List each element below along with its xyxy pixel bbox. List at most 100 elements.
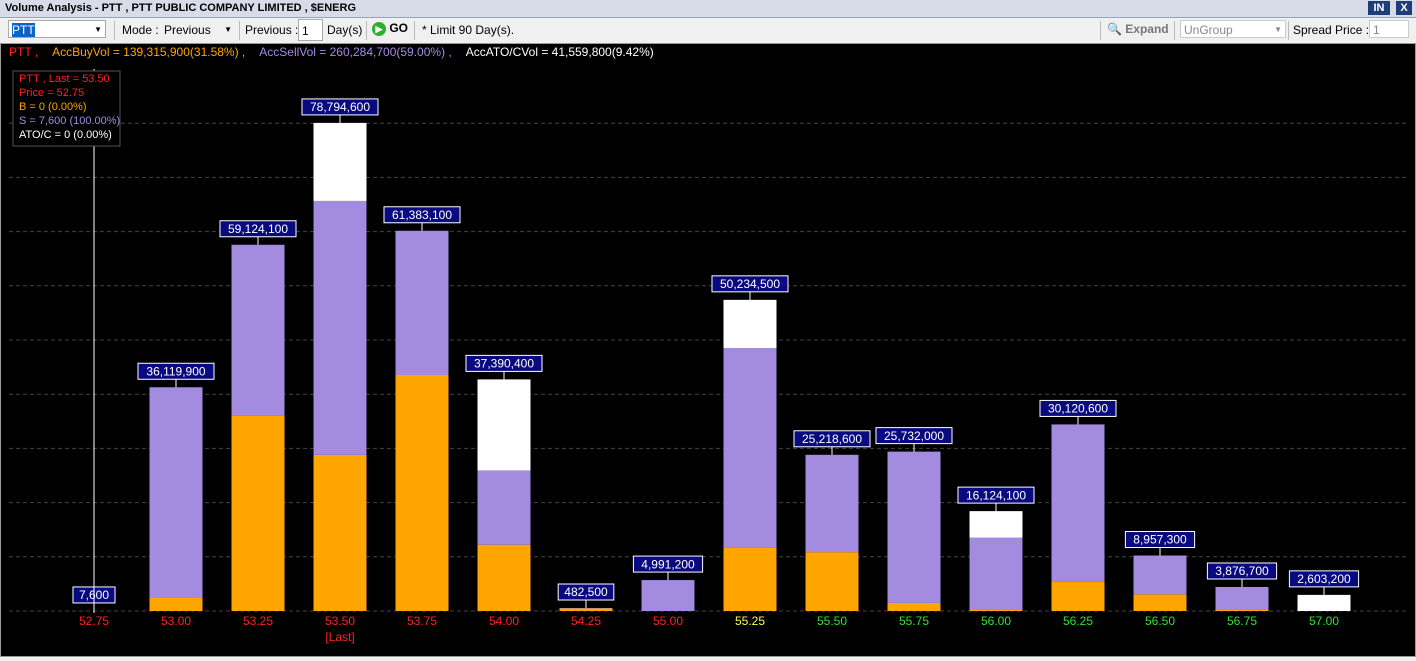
summary-line: PTT , AccBuyVol = 139,315,900(31.58%) , Ac… — [9, 45, 654, 59]
bar-segment — [149, 387, 203, 598]
x-tick-label: 56.75 — [1227, 614, 1257, 628]
separator — [1100, 21, 1101, 40]
bar-segment — [1215, 586, 1269, 610]
bar-segment — [477, 379, 531, 471]
x-tick-label: 57.00 — [1309, 614, 1339, 628]
tooltip-line: PTT , Last = 53.50 — [19, 73, 110, 85]
bar-segment — [1215, 609, 1269, 611]
total-label-box — [793, 430, 871, 448]
bar-segment — [723, 299, 777, 349]
total-label-box — [632, 555, 704, 573]
total-label-box — [219, 220, 297, 238]
tooltip-line: B = 0 (0.00%) — [19, 101, 87, 113]
x-tick-label: 53.00 — [161, 614, 191, 628]
total-label: 50,234,500 — [720, 277, 780, 291]
total-label: 8,957,300 — [1133, 533, 1187, 547]
mode-value: Previous — [164, 23, 211, 37]
bar-segment — [1051, 424, 1105, 582]
total-label: 37,390,400 — [474, 357, 534, 371]
x-tick-label: 53.50 — [325, 614, 355, 628]
chart: PTT , AccBuyVol = 139,315,900(31.58%) , Ac… — [0, 43, 1416, 657]
total-label-box — [301, 98, 379, 116]
bar-segment — [723, 348, 777, 548]
mode-combo[interactable]: Previous ▼ — [160, 20, 236, 38]
bar-segment — [395, 374, 449, 611]
bar-segment — [1297, 594, 1351, 611]
x-tick-label: 55.00 — [653, 614, 683, 628]
expand-text: Expand — [1125, 22, 1169, 36]
bar-segment — [313, 454, 367, 611]
x-tick-label: 56.25 — [1063, 614, 1093, 628]
previous-label: Previous : — [245, 23, 299, 37]
total-label: 2,603,200 — [1297, 572, 1351, 586]
summary-item: PTT , — [9, 45, 38, 59]
go-button[interactable]: ▶ GO — [372, 21, 408, 36]
separator — [414, 21, 415, 40]
mode-label: Mode : — [122, 23, 159, 37]
total-label-box — [1206, 562, 1278, 580]
x-tick-label: 56.00 — [981, 614, 1011, 628]
spread-label: Spread Price : — [1293, 23, 1370, 37]
total-label: 25,218,600 — [802, 432, 862, 446]
summary-item: AccSellVol = 260,284,700(59.00%) , — [259, 45, 451, 59]
separator — [239, 21, 240, 40]
total-label: 36,119,900 — [146, 364, 205, 378]
x-tick-label: 54.25 — [571, 614, 601, 628]
total-label: 61,383,100 — [392, 208, 452, 222]
tooltip-box — [12, 70, 121, 147]
group-combo[interactable]: UnGroup ▼ — [1180, 20, 1286, 38]
total-label-box — [957, 486, 1035, 504]
x-tick-label: 56.50 — [1145, 614, 1175, 628]
bar-segment — [887, 602, 941, 611]
x-tick-label: 52.75 — [79, 614, 109, 628]
bar-segment — [1133, 594, 1187, 611]
separator — [1288, 21, 1289, 40]
limit-note: * Limit 90 Day(s). — [422, 23, 515, 37]
x-tick-label: 53.75 — [407, 614, 437, 628]
close-button[interactable]: X — [1396, 1, 1412, 15]
total-label: 3,876,700 — [1215, 564, 1269, 578]
x-tick-label: 55.25 — [735, 614, 765, 628]
bar-segment — [231, 244, 285, 416]
bar-segment — [149, 597, 203, 611]
total-label-box — [1124, 531, 1196, 549]
total-label-box — [383, 206, 461, 224]
total-label: 4,991,200 — [641, 557, 695, 571]
total-label-box — [1039, 399, 1117, 417]
spread-input[interactable]: 1 — [1369, 20, 1409, 38]
bar-segment — [559, 608, 613, 611]
group-value: UnGroup — [1184, 23, 1233, 37]
tooltip-line: S = 7,600 (100.00%) — [19, 115, 120, 127]
bar-segment — [313, 200, 367, 455]
tooltip-line: ATO/C = 0 (0.00%) — [19, 129, 112, 141]
bar-segment — [231, 415, 285, 611]
total-label: 482,500 — [564, 585, 608, 599]
in-button[interactable]: IN — [1368, 1, 1390, 15]
previous-input[interactable]: 1 — [298, 19, 323, 41]
bar-segment — [559, 608, 613, 609]
x-tick-label: 55.50 — [817, 614, 847, 628]
bar-segment — [477, 544, 531, 611]
bar-segment — [313, 122, 367, 201]
total-label-box — [557, 583, 615, 601]
expand-button[interactable]: 🔍 Expand — [1107, 22, 1169, 36]
separator — [114, 21, 115, 40]
separator — [366, 21, 367, 40]
window-title: Volume Analysis - PTT , PTT PUBLIC COMPA… — [5, 2, 357, 14]
title-bar: Volume Analysis - PTT , PTT PUBLIC COMPA… — [0, 0, 1416, 18]
summary-item: AccATO/CVol = 41,559,800(9.42%) — [466, 45, 654, 59]
bar-segment — [1133, 555, 1187, 595]
days-label: Day(s) — [327, 23, 363, 37]
x-tick-label: 55.75 — [899, 614, 929, 628]
bar-segment — [477, 470, 531, 545]
symbol-combo[interactable]: PTT ▼ — [8, 20, 106, 38]
total-label: 30,120,600 — [1048, 402, 1108, 416]
total-label-box — [875, 427, 953, 445]
total-label: 16,124,100 — [966, 488, 1026, 502]
bar-segment — [969, 609, 1023, 611]
bar-segment — [969, 511, 1023, 538]
tooltip-line: Price = 52.75 — [19, 87, 84, 99]
total-label-box — [137, 362, 215, 380]
bar-segment — [395, 230, 449, 375]
